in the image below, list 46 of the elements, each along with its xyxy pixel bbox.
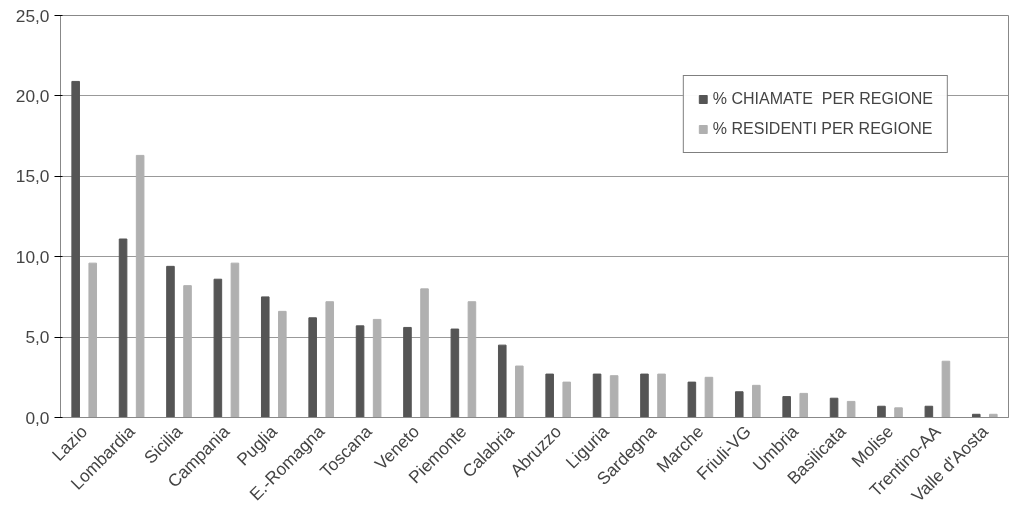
bar [782, 396, 791, 418]
bar [420, 288, 429, 418]
bar [166, 265, 175, 418]
bar [183, 285, 192, 418]
bar [372, 318, 382, 418]
bar [308, 317, 317, 418]
bar [403, 326, 412, 418]
bar [846, 400, 856, 418]
bar [799, 392, 809, 418]
bar [704, 376, 714, 418]
bar [213, 278, 223, 418]
bar [467, 301, 477, 418]
bar [118, 238, 128, 418]
y-tick-label: 10,0 [15, 246, 50, 267]
bar [592, 373, 602, 418]
bar [894, 407, 903, 418]
y-tick-label: 20,0 [15, 85, 50, 106]
bar [734, 391, 744, 418]
bar [640, 373, 649, 418]
bar [497, 344, 507, 418]
bar [545, 373, 554, 418]
bar [562, 381, 572, 418]
bar [657, 373, 666, 418]
bar [450, 328, 460, 418]
bar [88, 262, 98, 418]
bar [752, 384, 761, 418]
y-tick-label: 25,0 [15, 5, 50, 26]
bar [941, 360, 951, 418]
legend-label: % CHIAMATE PER REGIONE [712, 90, 933, 108]
y-tick-label: 15,0 [15, 166, 50, 187]
bar [325, 301, 335, 418]
bar [609, 375, 619, 418]
bar [135, 154, 145, 418]
legend-label: % RESIDENTI PER REGIONE [712, 120, 933, 138]
bar [687, 381, 697, 418]
y-tick-label: 0,0 [25, 407, 50, 428]
bar [924, 405, 934, 418]
bar [278, 310, 287, 418]
bar [230, 262, 240, 418]
y-tick-label: 5,0 [25, 327, 50, 348]
bar [515, 365, 524, 418]
bar [877, 405, 886, 418]
bar [71, 80, 80, 418]
bar [260, 296, 270, 418]
bar [829, 397, 839, 418]
bar [355, 325, 365, 418]
